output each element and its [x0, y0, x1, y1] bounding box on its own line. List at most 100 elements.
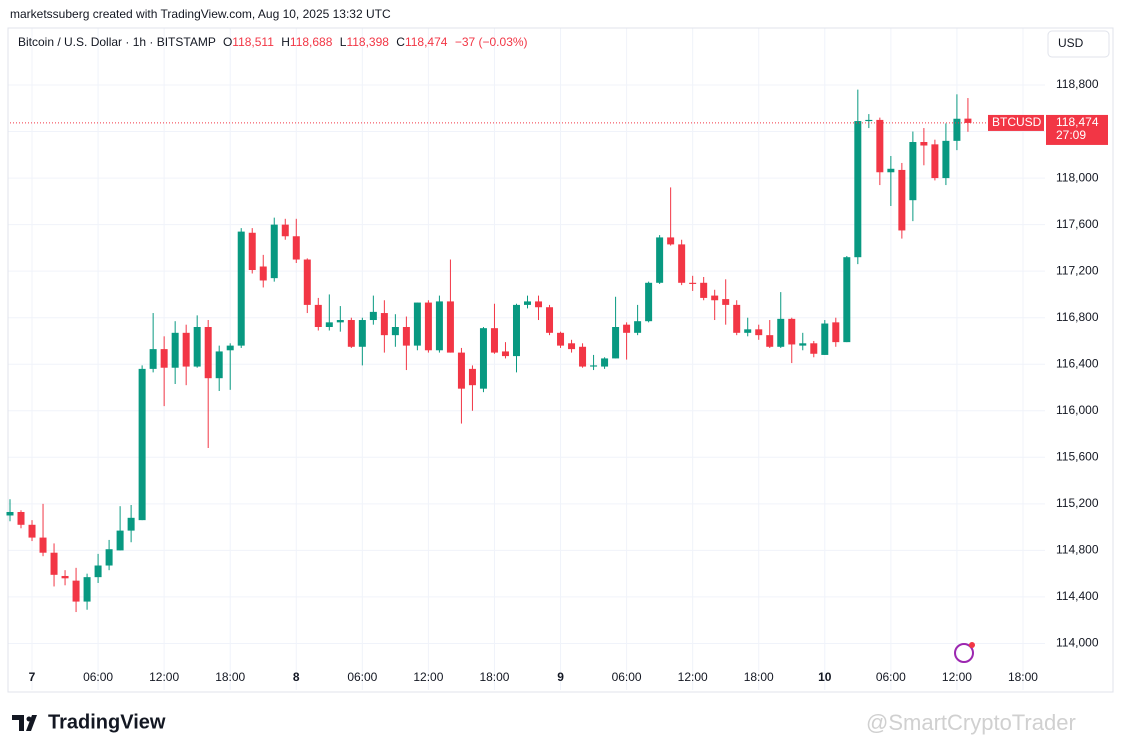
- candle-body: [898, 169, 906, 231]
- x-tick-label: 12:00: [942, 670, 972, 684]
- x-tick-label: 9: [557, 670, 564, 684]
- candle-body: [700, 282, 708, 298]
- candle-body: [325, 322, 333, 328]
- candle-body: [61, 575, 69, 579]
- candle-body: [766, 335, 774, 347]
- candle-body: [336, 320, 344, 323]
- x-tick-label: 18:00: [1008, 670, 1038, 684]
- candle-body: [865, 119, 873, 122]
- x-tick-label: 18:00: [215, 670, 245, 684]
- x-tick-label: 06:00: [876, 670, 906, 684]
- candle-body: [369, 311, 377, 321]
- candle-body: [50, 552, 58, 575]
- y-tick-label: 114,400: [1056, 589, 1099, 603]
- candle-body: [832, 322, 840, 343]
- legend-value: 118,688: [290, 35, 333, 49]
- candle-body: [711, 295, 719, 301]
- alert-icon: [954, 642, 975, 663]
- x-tick-label: 10: [818, 670, 832, 684]
- candle-body: [645, 282, 653, 322]
- legend-symbol: Bitcoin / U.S. Dollar · 1h · BITSTAMP: [18, 35, 216, 49]
- x-tick-label: 12:00: [149, 670, 179, 684]
- y-tick-label: 116,000: [1056, 403, 1099, 417]
- y-tick-label: 116,800: [1056, 310, 1099, 324]
- candle-body: [777, 318, 785, 347]
- candle-body: [810, 343, 818, 354]
- candle-body: [39, 537, 47, 553]
- candle-body: [380, 313, 388, 336]
- x-tick-label: 06:00: [347, 670, 377, 684]
- candle-body: [138, 368, 146, 521]
- y-tick-label: 118,800: [1056, 77, 1099, 91]
- candle-body: [722, 299, 730, 305]
- candle-body: [171, 332, 179, 368]
- legend-value: 118,511: [232, 35, 274, 49]
- x-tick-label: 12:00: [413, 670, 443, 684]
- attribution: marketssuberg created with TradingView.c…: [10, 7, 391, 21]
- candle-body: [634, 321, 642, 333]
- candle-body: [303, 259, 311, 305]
- candle-body: [512, 304, 520, 357]
- candle-body: [964, 118, 972, 123]
- legend-value: 118,398: [346, 35, 389, 49]
- x-tick-label: 06:00: [83, 670, 113, 684]
- candle-body: [788, 318, 796, 345]
- candle-body: [678, 244, 686, 283]
- candle-body: [270, 224, 278, 279]
- legend-value: 118,474: [405, 35, 448, 49]
- x-tick-label: 8: [293, 670, 300, 684]
- candle-body: [490, 328, 498, 353]
- candle-body: [72, 580, 80, 602]
- candle-body: [656, 237, 664, 283]
- candle-body: [535, 301, 543, 308]
- candle-body: [83, 577, 91, 602]
- candle-body: [744, 329, 752, 333]
- candle-body: [446, 301, 454, 353]
- candle-body: [17, 511, 25, 525]
- candle-body: [821, 323, 829, 355]
- candle-body: [105, 549, 113, 566]
- candle-body: [237, 231, 245, 346]
- legend-key: H: [281, 35, 290, 49]
- price-label-countdown: 27:09: [1056, 128, 1086, 142]
- candle-body: [799, 343, 807, 346]
- candle-body: [755, 329, 763, 336]
- price-label-price: 118,474: [1056, 115, 1099, 129]
- x-tick-label: 7: [29, 670, 36, 684]
- candle-body: [6, 511, 14, 516]
- candle-body: [424, 302, 432, 351]
- x-tick-label: 18:00: [744, 670, 774, 684]
- legend: Bitcoin / U.S. Dollar · 1h · BITSTAMP O1…: [18, 35, 528, 49]
- candle-body: [920, 142, 928, 146]
- candle-body: [193, 327, 201, 367]
- candle-body: [501, 351, 509, 357]
- candle-body: [942, 140, 950, 179]
- candle-body: [953, 118, 961, 141]
- candle-body: [149, 349, 157, 369]
- logo-text: TradingView: [48, 711, 166, 733]
- y-tick-label: 117,600: [1056, 217, 1099, 231]
- candle-body: [391, 327, 399, 336]
- candle-body: [733, 304, 741, 333]
- y-tick-label: 114,000: [1056, 636, 1099, 650]
- candle-body: [248, 232, 256, 270]
- candle-body: [843, 257, 851, 343]
- candle-body: [667, 237, 675, 245]
- candle-body: [402, 327, 410, 346]
- candle-body: [413, 302, 421, 346]
- candle-body: [292, 236, 300, 260]
- price-label-box: [1046, 114, 1108, 145]
- currency-button[interactable]: [1047, 30, 1110, 58]
- price-label-symbol: BTCUSD: [992, 115, 1042, 129]
- currency[interactable]: USD: [1058, 36, 1084, 50]
- candle-body: [689, 282, 697, 284]
- candle-body: [479, 328, 487, 389]
- candle-body: [931, 144, 939, 179]
- y-tick-label: 117,200: [1056, 263, 1099, 277]
- watermark: @SmartCryptoTrader: [866, 710, 1076, 735]
- candle-body: [182, 332, 190, 367]
- candle-body: [281, 224, 289, 237]
- candle-body: [568, 343, 576, 350]
